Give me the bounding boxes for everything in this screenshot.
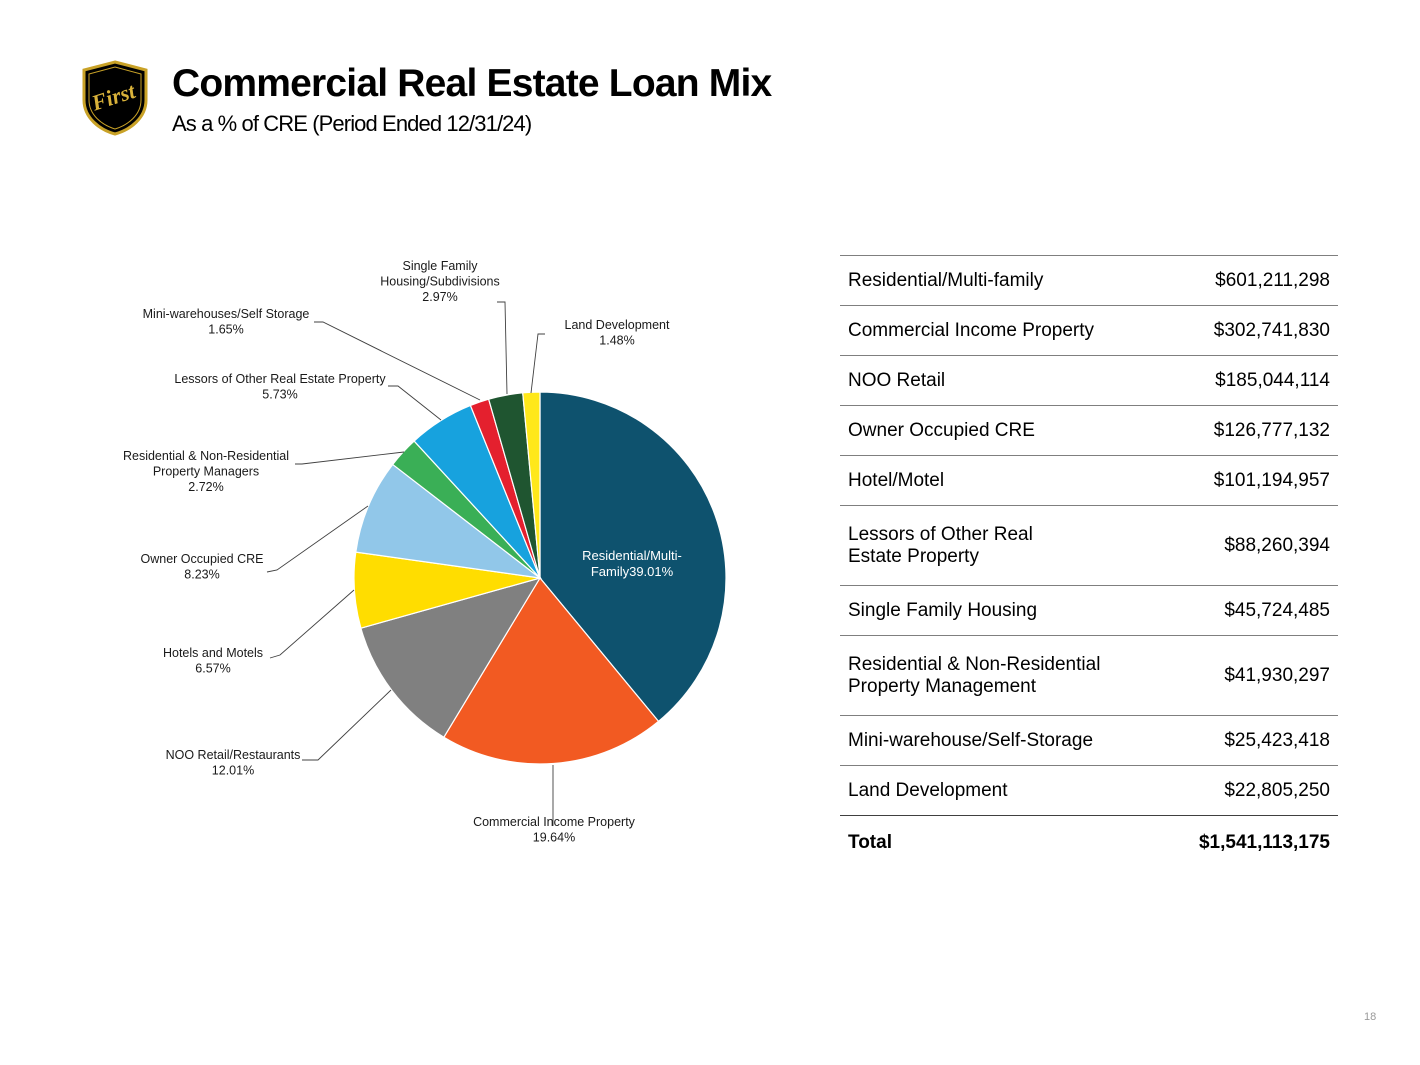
pie-slice-0 [539, 391, 727, 723]
leader-line-2 [269, 589, 355, 659]
slice-label-8: Land Development [565, 318, 670, 332]
row-label: Commercial Income Property [848, 319, 1095, 341]
slice-label-4: Residential & Non-Residential [123, 449, 289, 463]
slice-label-1: NOO Retail/Restaurants [166, 748, 301, 762]
slice-label-5: Lessors of Other Real Estate Property [174, 372, 386, 386]
row-label: Land Development [848, 779, 1008, 801]
row-amount: $25,423,418 [1224, 729, 1330, 751]
leader-line-4 [295, 451, 405, 465]
slice-label-4: 2.72% [188, 480, 223, 494]
table-row: NOO Retail $185,044,114 [840, 355, 1338, 406]
leader-line-3 [266, 505, 369, 573]
total-amount: $1,541,113,175 [1198, 831, 1330, 853]
row-amount: $45,724,485 [1224, 599, 1330, 621]
table-row: Lessors of Other Real Estate Property $88,… [840, 505, 1338, 586]
row-label-line: Property Management [848, 675, 1036, 697]
slice-label-1: 12.01% [212, 764, 254, 778]
row-label-line: Estate Property [848, 545, 979, 567]
slice-label-7: Housing/Subdivisions [380, 275, 500, 289]
leader-line-8 [530, 333, 545, 394]
slice-label-3: Owner Occupied CRE [141, 552, 264, 566]
slice-label-5: 5.73% [262, 388, 297, 402]
pie-slice-4 [355, 463, 543, 579]
total-label: Total [848, 831, 892, 853]
loan-mix-table: Residential/Multi-family $601,211,298 Comm… [840, 255, 1338, 869]
row-amount: $88,260,394 [1224, 534, 1330, 556]
table-total-row: Total $1,541,113,175 [840, 815, 1338, 870]
row-amount: $22,805,250 [1224, 779, 1330, 801]
row-amount: $601,211,298 [1215, 269, 1330, 291]
table-row: Hotel/Motel $101,194,957 [840, 455, 1338, 506]
page-title: Commercial Real Estate Loan Mix [172, 62, 772, 105]
leader-lines [266, 301, 554, 826]
row-label: Residential & Non-Residential Property Ma… [840, 636, 1162, 716]
slice-label-inside: Residential/Multi- [582, 548, 682, 563]
slice-label-inside: Family39.01% [591, 564, 674, 579]
slice-label-2: 6.57% [195, 662, 230, 676]
slice-label-2: Hotels and Motels [163, 646, 263, 660]
row-label: NOO Retail [848, 369, 946, 391]
row-amount: $41,930,297 [1224, 664, 1330, 686]
table-row: Commercial Income Property $302,741,830 [840, 305, 1338, 356]
table-row: Residential/Multi-family $601,211,298 [840, 255, 1338, 306]
pie-slices [353, 391, 727, 765]
slice-label-7: Single Family [402, 259, 478, 273]
slice-label-3: 8.23% [184, 568, 219, 582]
row-amount: $302,741,830 [1213, 319, 1330, 341]
leader-line-6 [314, 321, 481, 401]
page-number: 18 [1364, 1011, 1377, 1023]
table-row: Mini-warehouse/Self-Storage $25,423,418 [840, 715, 1338, 766]
table-row: Residential & Non-Residential Property Ma… [840, 635, 1338, 716]
leader-line-1 [302, 689, 392, 761]
pie-slice-1 [443, 576, 660, 765]
table-row: Single Family Housing $45,724,485 [840, 585, 1338, 636]
company-logo: First [82, 60, 148, 136]
row-label: Mini-warehouse/Self-Storage [848, 729, 1094, 751]
row-label: Residential/Multi-family [848, 269, 1044, 291]
slice-label-0: 19.64% [533, 831, 575, 845]
table-row: Land Development $22,805,250 [840, 765, 1338, 816]
row-amount: $185,044,114 [1215, 369, 1330, 391]
row-label-line: Residential & Non-Residential [848, 653, 1101, 675]
row-amount: $126,777,132 [1213, 419, 1330, 441]
row-label: Owner Occupied CRE [848, 419, 1035, 441]
slice-label-7: 2.97% [422, 290, 457, 304]
slice-label-8: 1.48% [599, 334, 634, 348]
pie-slice-2 [360, 577, 542, 739]
table-row: Owner Occupied CRE $126,777,132 [840, 405, 1338, 456]
pie-labels: Residential/Multi-Family39.01% Commercial… [123, 259, 682, 845]
slice-label-6: 1.65% [208, 323, 243, 337]
row-amount: $101,194,957 [1213, 469, 1330, 491]
page-subtitle: As a % of CRE (Period Ended 12/31/24) [172, 111, 532, 136]
row-label: Hotel/Motel [848, 469, 945, 491]
slice-label-4: Property Managers [153, 465, 259, 479]
slice-label-6: Mini-warehouses/Self Storage [143, 307, 310, 321]
leader-line-7 [497, 301, 508, 395]
row-label: Single Family Housing [848, 599, 1038, 621]
leader-line-5 [388, 385, 442, 421]
slice-label-0: Commercial Income Property [473, 815, 636, 829]
row-label: Lessors of Other Real Estate Property [840, 506, 1162, 586]
row-label-line: Lessors of Other Real [848, 523, 1033, 545]
